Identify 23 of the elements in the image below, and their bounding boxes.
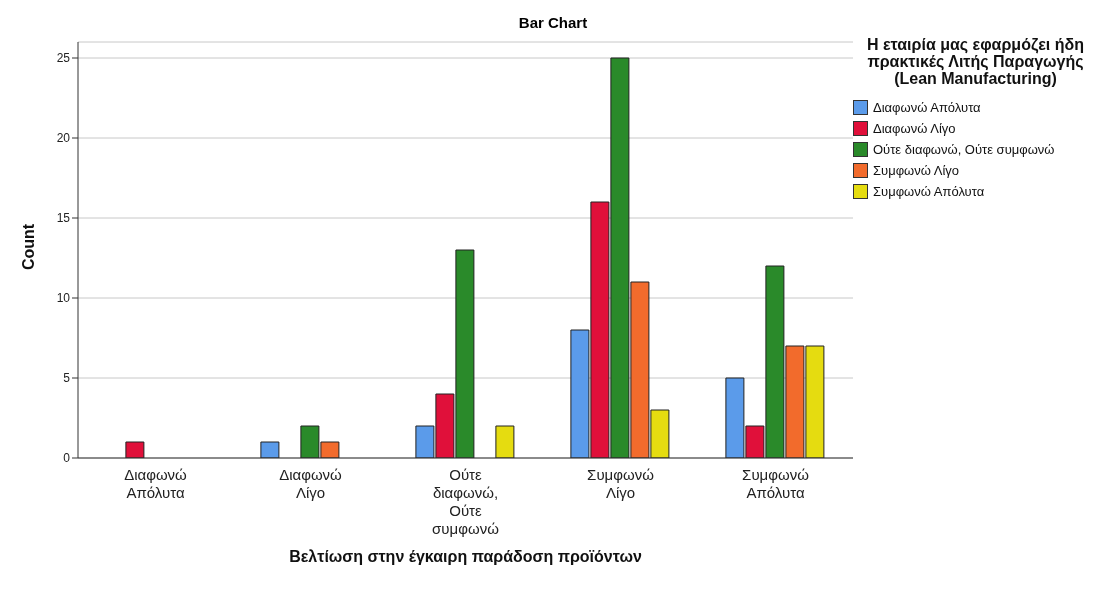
y-axis-title: Count: [19, 223, 37, 270]
x-tick-label: Διαφωνώ Λίγο: [279, 466, 343, 501]
x-tick-label: Συμφωνώ Λίγο: [587, 466, 655, 501]
y-tick-label: 0: [63, 451, 71, 466]
y-tick-label: 20: [56, 131, 71, 146]
y-tick-label: 25: [56, 51, 71, 66]
chart-title: Bar Chart: [517, 14, 589, 31]
legend-label: Διαφωνώ Απόλυτα: [873, 100, 981, 115]
x-axis-title: Βελτίωση στην έγκαιρη παράδοση προϊόντων: [289, 548, 642, 565]
y-tick-label: 10: [56, 291, 71, 306]
x-tick-label: Συμφωνώ Απόλυτα: [742, 466, 810, 501]
legend-label: Συμφωνώ Απόλυτα: [873, 184, 985, 199]
bar: [260, 441, 280, 458]
x-tick-label: Ούτε διαφωνώ, Ούτε συμφωνώ: [432, 466, 500, 537]
bar: [495, 425, 515, 458]
legend-title: Η εταιρία μας εφαρμόζει ήδη πρακτικές Λιτής Παραγωγής (Lean Manufacturing): [866, 36, 1085, 87]
x-tick-label: Διαφωνώ Απόλυτα: [124, 466, 188, 501]
y-tick-label: 5: [63, 371, 71, 386]
legend-label: Διαφωνώ Λίγο: [873, 121, 956, 136]
y-tick-label: 15: [56, 211, 71, 226]
legend-label: Ούτε διαφωνώ, Ούτε συμφωνώ: [873, 142, 1055, 157]
bar: [125, 441, 145, 458]
legend-label: Συμφωνώ Λίγο: [873, 163, 960, 178]
